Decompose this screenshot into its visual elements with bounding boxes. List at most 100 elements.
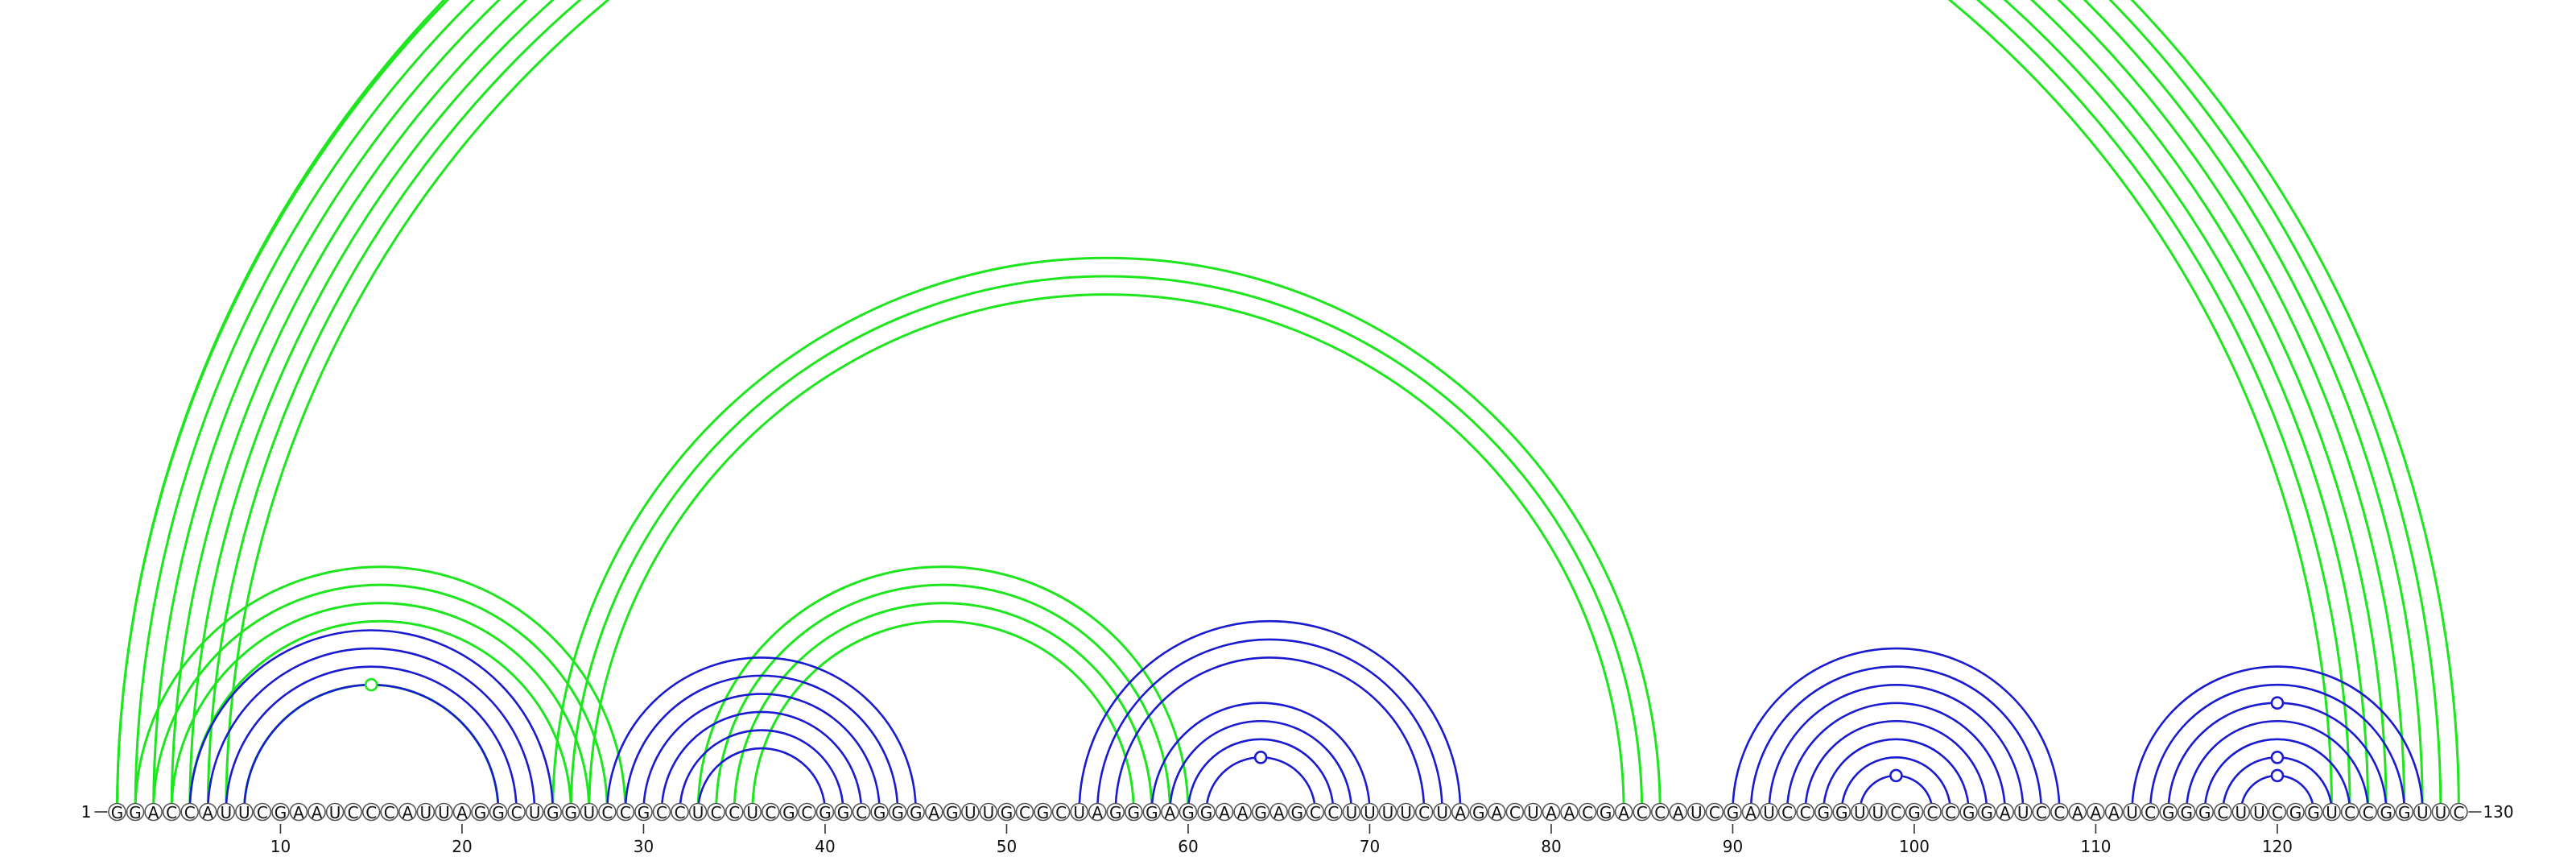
nucleotide-circle bbox=[1741, 802, 1761, 822]
nucleotide-circle bbox=[2123, 802, 2141, 822]
nucleotide-circle bbox=[743, 802, 762, 822]
nucleotide-circle bbox=[1596, 802, 1615, 822]
nucleotide-circle bbox=[1887, 802, 1905, 822]
nucleotide-letter: G bbox=[891, 803, 904, 822]
pair-arc-blue bbox=[243, 683, 500, 813]
nucleotide-circle bbox=[707, 802, 725, 822]
nucleotide-letter: C bbox=[184, 803, 196, 822]
nucleotide-circle bbox=[398, 802, 417, 822]
nucleotide-letter: G bbox=[2398, 803, 2411, 822]
nucleotide-letter: G bbox=[1727, 803, 1740, 822]
nucleotide-letter: C bbox=[2363, 803, 2374, 822]
nucleotide-circle bbox=[271, 802, 290, 822]
nucleotide-letter: G bbox=[492, 803, 505, 822]
nucleotide-letter: U bbox=[1346, 803, 1358, 822]
pair-arc-blue bbox=[1169, 720, 1353, 813]
nucleotide-circle bbox=[344, 802, 362, 822]
nucleotide-circle bbox=[1650, 802, 1670, 822]
nucleotide-letter: A bbox=[1237, 803, 1249, 822]
nucleotide-letter: U bbox=[2126, 803, 2138, 822]
nucleotide-circle bbox=[1051, 802, 1071, 822]
nucleotide-circle bbox=[507, 802, 526, 822]
pair-arc-blue bbox=[679, 729, 844, 813]
nucleotide-circle bbox=[1469, 802, 1488, 822]
pair-arc-blue bbox=[206, 647, 536, 813]
nucleotide-circle bbox=[1161, 802, 1179, 822]
position-tick-label: 110 bbox=[2080, 837, 2111, 856]
nucleotide-letter: U bbox=[529, 803, 541, 822]
nucleotide-letter: G bbox=[1817, 803, 1830, 822]
pair-arc-blue bbox=[1785, 702, 2006, 813]
nucleotide-letter: C bbox=[1055, 803, 1067, 822]
nucleotide-letter: G bbox=[129, 803, 142, 822]
nucleotide-letter: G bbox=[837, 803, 850, 822]
nucleotide-letter: A bbox=[2072, 803, 2083, 822]
nucleotide-circle bbox=[1633, 802, 1651, 822]
position-tick-label: 90 bbox=[1723, 837, 1743, 856]
nucleotide-letter: G bbox=[2307, 803, 2320, 822]
nucleotide-letter: C bbox=[1637, 803, 1648, 822]
nucleotide-circle bbox=[2159, 802, 2178, 822]
nucleotide-letter: G bbox=[2162, 803, 2175, 822]
nucleotide-circle bbox=[1977, 802, 1996, 822]
nucleotide-circle bbox=[380, 802, 399, 822]
nucleotide-circle bbox=[361, 802, 381, 822]
position-tick-label: 60 bbox=[1178, 837, 1198, 856]
pair-arc-blue bbox=[1114, 656, 1426, 813]
pair-arc-blue bbox=[1096, 638, 1443, 813]
pair-arc-green bbox=[733, 602, 1154, 813]
nucleotide-circle bbox=[1905, 802, 1924, 822]
nucleotide-letter: U bbox=[220, 803, 232, 822]
nucleotide-circle bbox=[2304, 802, 2323, 822]
nucleotide-circle bbox=[2195, 802, 2215, 822]
nucleotide-circle bbox=[1524, 802, 1542, 822]
nucleotide-letter: C bbox=[1800, 803, 1811, 822]
pair-arc-green bbox=[715, 583, 1171, 813]
pair-arc-green bbox=[225, 0, 2334, 813]
nucleotide-circle bbox=[1868, 802, 1888, 822]
nucleotide-letter: G bbox=[1472, 803, 1485, 822]
nucleotide-letter: G bbox=[111, 803, 124, 822]
nucleotide-letter: G bbox=[1980, 803, 1993, 822]
nucleotide-letter: G bbox=[1146, 803, 1158, 822]
nucleotide-circle bbox=[471, 802, 489, 822]
nucleotide-circle bbox=[979, 802, 998, 822]
nucleotide-letter: U bbox=[1400, 803, 1412, 822]
nucleotide-letter: C bbox=[856, 803, 867, 822]
nucleotide-circle bbox=[1179, 802, 1198, 822]
nucleotide-circle bbox=[525, 802, 544, 822]
nucleotide-circle bbox=[671, 802, 689, 822]
pair-arc-green bbox=[206, 0, 2351, 813]
nucleotide-circle bbox=[852, 802, 871, 822]
nucleotide-circle bbox=[289, 802, 308, 822]
nucleotide-letter: U bbox=[964, 803, 976, 822]
nucleotide-letter: U bbox=[583, 803, 595, 822]
nucleotide-circle bbox=[1705, 802, 1724, 822]
nucleotide-letter: G bbox=[1908, 803, 1921, 822]
nucleotide-letter: A bbox=[312, 803, 323, 822]
pair-arc-blue bbox=[1078, 620, 1462, 813]
nucleotide-letter: U bbox=[2017, 803, 2029, 822]
pair-arc-blue bbox=[225, 665, 518, 813]
nucleotide-letter: U bbox=[1527, 803, 1539, 822]
pair-arc-blue bbox=[2149, 683, 2406, 813]
nucleotide-letter: C bbox=[365, 803, 377, 822]
nucleotide-letter: C bbox=[2145, 803, 2156, 822]
nucleotide-circle bbox=[2286, 802, 2305, 822]
pair-arc-green bbox=[170, 0, 2388, 813]
nucleotide-circle bbox=[2359, 802, 2377, 822]
nucleotide-circle bbox=[489, 802, 508, 822]
nucleotide-circle bbox=[1215, 802, 1234, 822]
position-tick-label: 10 bbox=[270, 837, 291, 856]
pair-arc-green bbox=[242, 683, 500, 813]
nucleotide-letter: G bbox=[2180, 803, 2193, 822]
nucleotide-letter: U bbox=[329, 803, 341, 822]
nucleotide-letter: U bbox=[2326, 803, 2338, 822]
nucleotide-letter: U bbox=[692, 803, 704, 822]
nucleotide-circle bbox=[2322, 802, 2341, 822]
nucleotide-circle bbox=[1760, 802, 1778, 822]
nucleotide-circle bbox=[688, 802, 708, 822]
pair-arc-green bbox=[696, 565, 1190, 813]
pair-arc-green bbox=[134, 0, 2424, 813]
